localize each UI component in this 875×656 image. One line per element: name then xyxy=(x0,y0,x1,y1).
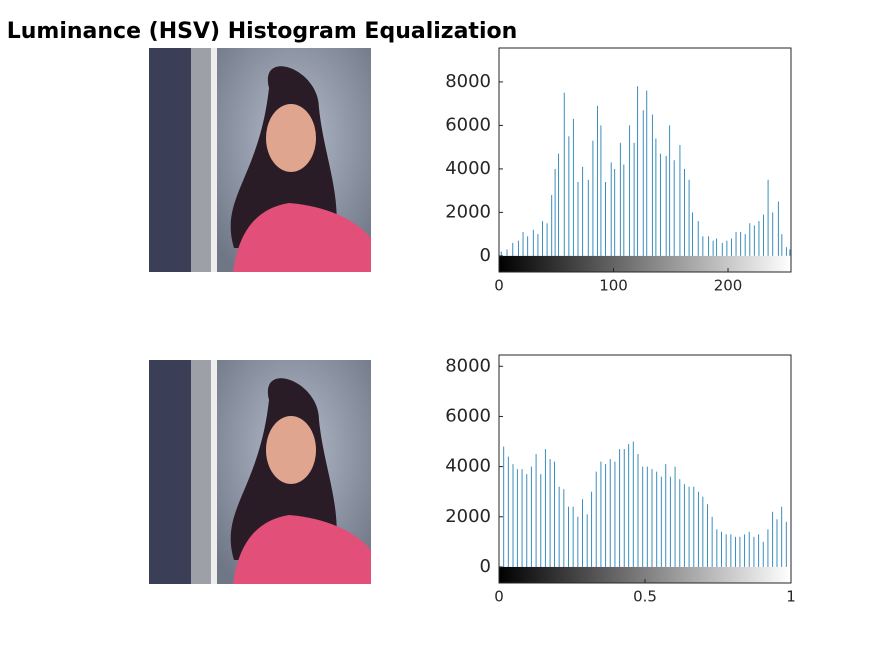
x-tick-label: 0 xyxy=(494,588,504,606)
axes-background xyxy=(499,355,791,583)
y-tick-label: 4000 xyxy=(445,158,491,179)
y-tick-label: 6000 xyxy=(445,405,491,426)
x-tick-label: 1 xyxy=(786,588,796,606)
y-tick-label: 4000 xyxy=(445,456,491,477)
y-tick-label: 2000 xyxy=(445,201,491,222)
axes-background xyxy=(499,48,791,272)
y-tick-label: 6000 xyxy=(445,114,491,135)
x-tick-label: 200 xyxy=(714,277,743,295)
axes-box xyxy=(498,47,792,273)
y-tick-label: 8000 xyxy=(445,355,491,376)
colorbar xyxy=(499,566,791,583)
y-tick-label: 0 xyxy=(480,245,491,266)
x-tick-label: 0.5 xyxy=(633,588,657,606)
y-tick-label: 8000 xyxy=(445,71,491,92)
figure-title: Luminance (HSV) Histogram Equalization xyxy=(7,19,518,44)
colorbar xyxy=(499,255,791,272)
y-tick-label: 2000 xyxy=(445,506,491,527)
equalized-image xyxy=(149,360,371,584)
x-tick-label: 0 xyxy=(494,277,504,295)
y-tick-label: 0 xyxy=(480,556,491,577)
original-image xyxy=(149,48,371,272)
x-tick-label: 100 xyxy=(599,277,628,295)
